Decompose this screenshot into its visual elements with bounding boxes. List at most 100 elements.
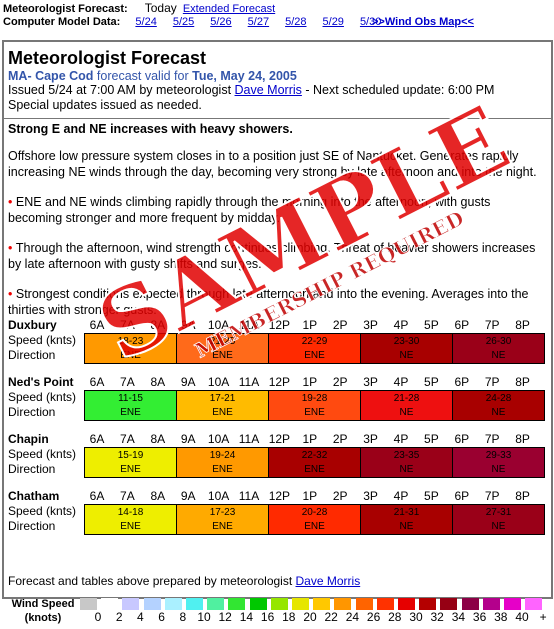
direction: ENE xyxy=(304,350,325,361)
hour-label: 8P xyxy=(515,318,530,332)
hour-label: 7P xyxy=(484,489,500,503)
speed: 15-19 xyxy=(117,450,144,461)
legend-label: 40 xyxy=(515,610,529,624)
legend-label: 26 xyxy=(366,610,381,624)
location-name: Ned's Point xyxy=(8,375,74,389)
legend-swatch xyxy=(292,598,309,610)
row-label: Direction xyxy=(8,519,56,533)
speed: 18-23 xyxy=(117,336,144,347)
legend-swatch xyxy=(249,598,267,610)
model-link[interactable]: 5/28 xyxy=(285,16,307,28)
model-link[interactable]: 5/26 xyxy=(210,16,232,28)
bullet-text: ENE and NE winds climbing rapidly throug… xyxy=(8,195,491,225)
speed: 14-18 xyxy=(117,507,144,518)
legend-label: 0 xyxy=(94,610,102,624)
author-link[interactable]: Dave Morris xyxy=(234,83,302,97)
footer-author-link[interactable]: Dave Morris xyxy=(295,574,361,588)
speed: 21-28 xyxy=(393,393,420,404)
speed: 17-21 xyxy=(209,393,236,404)
direction: ENE xyxy=(304,521,325,532)
nav-row-2: Computer Model Data: 5/24 5/25 5/26 5/27 5/2… xyxy=(3,16,381,28)
forecast-block: 20-28 ENE xyxy=(268,504,361,535)
legend-label: 14 xyxy=(239,610,254,624)
hour-label: 12P xyxy=(268,489,291,503)
hour-label: 7P xyxy=(484,432,500,446)
hour-label: 11A xyxy=(238,489,260,503)
hour-label: 3P xyxy=(363,318,378,332)
location-name: Chatham xyxy=(8,489,60,503)
location-name: Duxbury xyxy=(8,318,57,332)
speed: 11-15 xyxy=(118,393,143,404)
direction: ENE xyxy=(304,464,325,475)
legend-label: 36 xyxy=(472,610,487,624)
hour-label: 4P xyxy=(393,432,409,446)
forecast-block: 19-28 ENE xyxy=(268,390,361,421)
extended-link[interactable]: Extended Forecast xyxy=(182,3,276,15)
model-link[interactable]: 5/30 xyxy=(359,16,382,28)
hour-label: 3P xyxy=(363,375,378,389)
forecast-block: 27-31 NE xyxy=(452,504,545,535)
hour-label: 9A xyxy=(180,318,196,332)
legend-swatch xyxy=(143,598,161,610)
hour-label: 10A xyxy=(207,489,230,503)
row-label: Direction xyxy=(8,405,56,419)
footer-text: Forecast and tables above prepared by me… xyxy=(8,574,293,588)
legend-swatch xyxy=(228,598,246,610)
obs-map-link[interactable]: >>Wind Obs Map<< xyxy=(372,16,474,28)
model-link[interactable]: 5/29 xyxy=(322,16,344,28)
speed: 22-32 xyxy=(301,450,328,461)
legend-swatch xyxy=(270,598,288,610)
valid-text: forecast valid for xyxy=(96,69,189,83)
hour-label: 9A xyxy=(180,432,196,446)
hour-label: 6A xyxy=(89,318,105,332)
direction: NE xyxy=(399,350,414,361)
model-link[interactable]: 5/24 xyxy=(135,16,157,28)
hour-label: 6A xyxy=(89,489,105,503)
speed: 19-24 xyxy=(209,450,236,461)
forecast-block: 17-21 ENE xyxy=(176,390,269,421)
row-label: Direction xyxy=(8,462,56,476)
bullet: • xyxy=(8,241,16,255)
issued-line: Issued 5/24 at 7:00 AM by meteorologist … xyxy=(8,83,494,97)
hour-label: 6A xyxy=(89,432,105,446)
hour-label: 11A xyxy=(238,432,260,446)
hour-label: 7P xyxy=(484,318,500,332)
location-name: Chapin xyxy=(8,432,49,446)
today: Today xyxy=(144,1,177,15)
legend-label: 16 xyxy=(260,610,275,624)
hour-label: 4P xyxy=(393,318,409,332)
legend-title-text: Wind Speed xyxy=(11,598,75,610)
hour-label: 8P xyxy=(515,375,530,389)
legend-label: 2 xyxy=(115,610,123,624)
speed: 17-23 xyxy=(209,507,236,518)
hour-label: 3P xyxy=(363,432,378,446)
legend-label: 34 xyxy=(451,610,466,624)
headline: Strong E and NE increases with heavy sho… xyxy=(8,122,293,136)
bullet: • xyxy=(8,195,16,209)
forecast-block: 24-28 NE xyxy=(452,390,545,421)
legend-title: Wind Speed (knots) xyxy=(10,597,76,625)
legend-swatch xyxy=(164,598,182,610)
hour-label: 8A xyxy=(150,432,166,446)
forecast-block: 15-19 ENE xyxy=(84,447,177,478)
direction: ENE xyxy=(120,464,141,475)
hour-label: 6P xyxy=(454,375,470,389)
next-update: - Next scheduled update: 6:00 PM xyxy=(305,83,495,97)
legend-label: 4 xyxy=(137,610,144,624)
hour-label: 2P xyxy=(332,489,348,503)
hour-label: 10A xyxy=(207,375,230,389)
discussion: Strong E and NE increases with heavy sho… xyxy=(8,121,545,332)
legend-label: 32 xyxy=(430,610,444,624)
region: MA- Cape Cod xyxy=(8,69,94,83)
row-label: Direction xyxy=(8,348,56,362)
model-link[interactable]: 5/25 xyxy=(172,16,195,28)
direction: NE xyxy=(491,464,506,475)
speed: 23-35 xyxy=(393,450,420,461)
speed: 29-33 xyxy=(485,450,512,461)
bullet-item: • Through the afternoon, wind strength c… xyxy=(8,240,545,272)
hour-label: 12P xyxy=(268,375,291,389)
model-link[interactable]: 5/27 xyxy=(247,16,270,28)
legend-swatch xyxy=(504,598,521,610)
legend-swatch xyxy=(80,598,97,610)
hour-label: 7A xyxy=(120,489,135,503)
